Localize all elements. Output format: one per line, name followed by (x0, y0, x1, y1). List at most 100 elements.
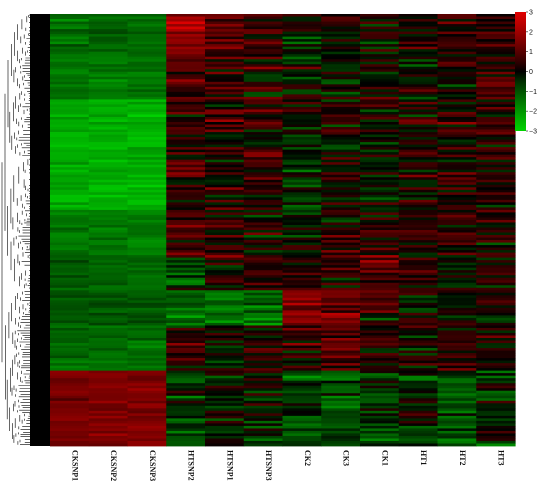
heatmap-cell (321, 74, 361, 78)
heatmap-cell (166, 420, 206, 424)
heatmap-cell (205, 340, 245, 344)
heatmap-cell (437, 322, 477, 326)
heatmap-cell (88, 275, 129, 279)
heatmap-cell (166, 209, 206, 213)
heatmap-cell (127, 86, 167, 90)
heatmap-cell (476, 214, 516, 218)
heatmap-cell (50, 330, 90, 334)
heatmap-cell (166, 177, 206, 181)
heatmap-cell (321, 36, 361, 40)
heatmap-cell (282, 230, 322, 233)
heatmap-cell (127, 164, 167, 168)
heatmap-cell (127, 46, 167, 50)
heatmap-cell (437, 91, 477, 95)
heatmap-cell (205, 114, 245, 118)
heatmap-cell (166, 423, 206, 427)
heatmap-cell (398, 380, 439, 384)
heatmap-cell (205, 325, 245, 329)
heatmap-cell (166, 385, 206, 389)
heatmap-cell (243, 46, 284, 50)
heatmap-cell (360, 189, 400, 193)
heatmap-cell (437, 26, 477, 30)
heatmap-cell (360, 207, 400, 211)
heatmap-cell (476, 325, 516, 329)
heatmap-cell (166, 335, 206, 339)
heatmap-cell (127, 36, 167, 40)
heatmap-cell (243, 335, 284, 339)
heatmap-cell (127, 327, 167, 331)
heatmap-cell (360, 36, 400, 40)
heatmap-cell (282, 330, 322, 334)
heatmap-cell (321, 292, 361, 296)
heatmap-cell (205, 393, 245, 397)
heatmap-cell (243, 34, 284, 37)
heatmap-cell (88, 217, 129, 221)
heatmap-cell (282, 327, 322, 331)
heatmap-cell (437, 335, 477, 339)
heatmap-cell (50, 295, 90, 299)
heatmap-cell (127, 41, 167, 45)
heatmap-cell (166, 338, 206, 341)
heatmap-cell (282, 154, 322, 158)
heatmap-cell (398, 320, 439, 324)
heatmap-cell (398, 353, 439, 356)
heatmap-cell (88, 425, 129, 429)
heatmap-cell (127, 96, 167, 100)
heatmap-cell (88, 428, 129, 432)
heatmap-cell (205, 295, 245, 299)
heatmap-cell (243, 64, 284, 68)
heatmap-cell (437, 242, 477, 246)
heatmap-cell (360, 332, 400, 336)
heatmap-cell (476, 440, 516, 444)
heatmap-cell (437, 134, 477, 138)
heatmap-cell (205, 49, 245, 53)
heatmap-cell (166, 430, 206, 434)
heatmap-cell (437, 89, 477, 93)
column-label: CKSNP3 (148, 450, 157, 481)
heatmap-cell (50, 177, 90, 181)
heatmap-cell (476, 252, 516, 256)
heatmap-cell (321, 24, 361, 27)
heatmap-cell (398, 152, 439, 156)
heatmap-cell (127, 129, 167, 133)
heatmap-cell (360, 375, 400, 379)
heatmap-cell (166, 184, 206, 188)
heatmap-cell (282, 132, 322, 135)
heatmap-cell (437, 116, 477, 120)
heatmap-cell (205, 355, 245, 359)
heatmap-cell (476, 280, 516, 284)
heatmap-cell (476, 327, 516, 331)
heatmap-cell (127, 124, 167, 128)
heatmap-cell (398, 16, 439, 20)
heatmap-cell (243, 179, 284, 183)
heatmap-cell (360, 124, 400, 128)
heatmap-cell (437, 295, 477, 299)
heatmap-cell (205, 214, 245, 218)
column-label: HT3 (497, 450, 506, 466)
heatmap-cell (88, 332, 129, 336)
heatmap-cell (166, 159, 206, 163)
heatmap-cell (282, 129, 322, 133)
heatmap-cell (437, 270, 477, 274)
heatmap-cell (166, 79, 206, 83)
heatmap-cell (398, 59, 439, 63)
heatmap-cell (205, 408, 245, 412)
heatmap-cell (166, 174, 206, 178)
heatmap-cell (437, 194, 477, 198)
heatmap-cell (321, 348, 361, 351)
heatmap-cell (437, 320, 477, 324)
heatmap-cell (437, 433, 477, 437)
heatmap-cell (282, 428, 322, 432)
heatmap-cell (50, 430, 90, 434)
heatmap-cell (398, 300, 439, 304)
heatmap-cell (50, 71, 90, 75)
heatmap-cell (166, 267, 206, 271)
heatmap-cell (476, 322, 516, 326)
heatmap-cell (437, 358, 477, 361)
heatmap-cell (127, 212, 167, 216)
heatmap-cell (476, 338, 516, 341)
heatmap-cell (476, 227, 516, 231)
heatmap-cell (437, 189, 477, 193)
heatmap-cell (321, 247, 361, 251)
heatmap-cell (476, 388, 516, 392)
